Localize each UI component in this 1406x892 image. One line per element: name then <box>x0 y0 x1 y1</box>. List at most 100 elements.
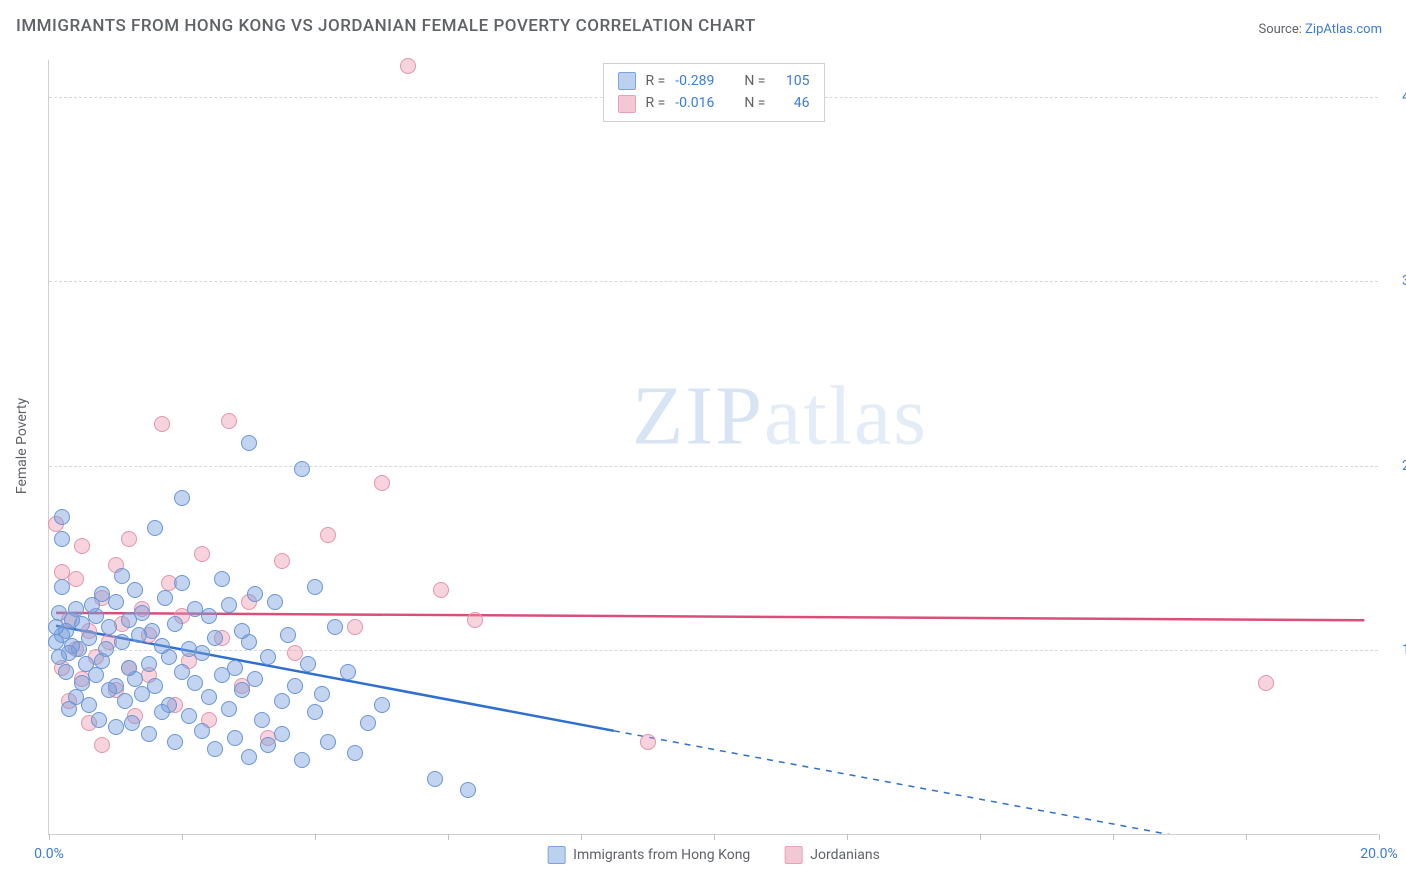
correlation-legend: R =-0.289N =105R =-0.016N =46 <box>603 63 825 122</box>
data-point-jordanians <box>374 475 390 491</box>
data-point-hongkong <box>147 520 163 536</box>
x-tick-label: 0.0% <box>34 846 64 862</box>
legend-item-jordanians: Jordanians <box>784 846 880 864</box>
x-tick <box>1246 834 1247 840</box>
data-point-hongkong <box>274 693 290 709</box>
data-point-hongkong <box>307 579 323 595</box>
data-point-jordanians <box>221 413 237 429</box>
data-point-hongkong <box>174 664 190 680</box>
data-point-hongkong <box>51 649 67 665</box>
data-point-jordanians <box>640 734 656 750</box>
data-point-hongkong <box>347 745 363 761</box>
data-point-jordanians <box>121 531 137 547</box>
data-point-hongkong <box>187 601 203 617</box>
data-point-hongkong <box>340 664 356 680</box>
legend-series-label: Jordanians <box>810 847 880 863</box>
data-point-hongkong <box>274 726 290 742</box>
data-point-hongkong <box>54 531 70 547</box>
y-tick-label: 10.0% <box>1388 642 1406 658</box>
data-point-hongkong <box>58 664 74 680</box>
plot-area: ZIPatlas R =-0.289N =105R =-0.016N =46 I… <box>48 60 1378 835</box>
x-tick <box>581 834 582 840</box>
data-point-hongkong <box>374 697 390 713</box>
x-tick <box>980 834 981 840</box>
data-point-hongkong <box>101 619 117 635</box>
legend-series-label: Immigrants from Hong Kong <box>573 847 750 863</box>
y-tick-label: 40.0% <box>1388 89 1406 105</box>
x-tick <box>315 834 316 840</box>
data-point-hongkong <box>234 623 250 639</box>
data-point-hongkong <box>127 582 143 598</box>
x-tick <box>448 834 449 840</box>
data-point-hongkong <box>91 712 107 728</box>
x-tick <box>49 834 50 840</box>
data-point-hongkong <box>294 461 310 477</box>
data-point-jordanians <box>433 582 449 598</box>
data-point-hongkong <box>260 737 276 753</box>
y-axis-label: Female Poverty <box>14 398 30 494</box>
legend-row-jordanians: R =-0.016N =46 <box>618 92 810 114</box>
x-tick <box>1113 834 1114 840</box>
data-point-jordanians <box>274 553 290 569</box>
data-point-hongkong <box>134 686 150 702</box>
legend-n-label: N = <box>744 70 765 92</box>
legend-row-hongkong: R =-0.289N =105 <box>618 70 810 92</box>
y-tick-label: 20.0% <box>1388 458 1406 474</box>
legend-r-label: R = <box>646 92 666 114</box>
series-legend: Immigrants from Hong Kong Jordanians <box>547 846 880 864</box>
data-point-hongkong <box>241 749 257 765</box>
gridline-h <box>49 466 1378 467</box>
legend-swatch <box>547 846 565 864</box>
data-point-hongkong <box>287 678 303 694</box>
data-point-jordanians <box>74 538 90 554</box>
data-point-hongkong <box>294 752 310 768</box>
legend-swatch <box>618 72 636 90</box>
data-point-jordanians <box>347 619 363 635</box>
watermark-bold: ZIP <box>632 370 764 463</box>
data-point-hongkong <box>54 579 70 595</box>
data-point-hongkong <box>61 701 77 717</box>
legend-r-value: -0.016 <box>675 92 714 114</box>
data-point-hongkong <box>121 612 137 628</box>
data-point-hongkong <box>214 571 230 587</box>
data-point-hongkong <box>214 667 230 683</box>
data-point-hongkong <box>427 771 443 787</box>
data-point-hongkong <box>141 656 157 672</box>
source-attribution: Source: ZipAtlas.com <box>1258 22 1382 37</box>
data-point-hongkong <box>114 568 130 584</box>
source-link[interactable]: ZipAtlas.com <box>1305 22 1382 37</box>
x-tick <box>714 834 715 840</box>
data-point-hongkong <box>300 656 316 672</box>
data-point-hongkong <box>121 660 137 676</box>
legend-n-label: N = <box>744 92 765 114</box>
data-point-hongkong <box>141 726 157 742</box>
data-point-hongkong <box>108 719 124 735</box>
data-point-hongkong <box>234 682 250 698</box>
data-point-hongkong <box>84 597 100 613</box>
source-prefix: Source: <box>1258 22 1305 37</box>
data-point-hongkong <box>157 590 173 606</box>
data-point-hongkong <box>207 630 223 646</box>
data-point-hongkong <box>247 671 263 687</box>
data-point-hongkong <box>74 675 90 691</box>
data-point-hongkong <box>174 490 190 506</box>
data-point-hongkong <box>101 682 117 698</box>
data-point-hongkong <box>167 734 183 750</box>
chart-title: IMMIGRANTS FROM HONG KONG VS JORDANIAN F… <box>16 16 756 36</box>
y-tick-label: 30.0% <box>1388 273 1406 289</box>
data-point-hongkong <box>117 693 133 709</box>
legend-swatch <box>618 95 636 113</box>
data-point-jordanians <box>94 737 110 753</box>
data-point-hongkong <box>51 605 67 621</box>
watermark-thin: atlas <box>764 370 928 463</box>
data-point-hongkong <box>227 730 243 746</box>
data-point-hongkong <box>327 619 343 635</box>
data-point-hongkong <box>131 627 147 643</box>
data-point-hongkong <box>114 634 130 650</box>
x-tick <box>182 834 183 840</box>
data-point-hongkong <box>194 723 210 739</box>
legend-n-value: 105 <box>776 70 810 92</box>
data-point-jordanians <box>467 612 483 628</box>
data-point-hongkong <box>124 715 140 731</box>
data-point-hongkong <box>54 509 70 525</box>
